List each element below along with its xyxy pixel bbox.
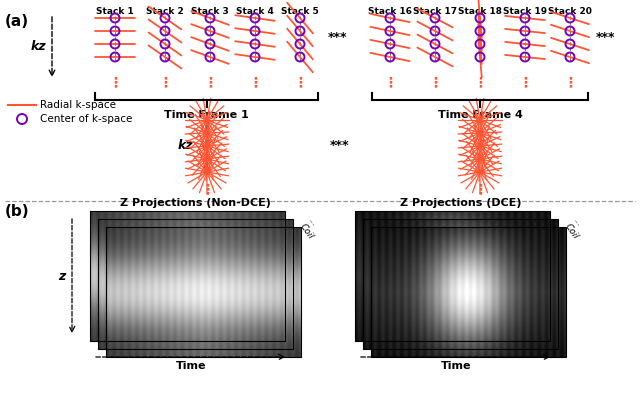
Text: ⋮: ⋮ xyxy=(293,75,307,89)
Text: Stack 3: Stack 3 xyxy=(191,7,229,16)
Text: Time: Time xyxy=(176,361,207,371)
Text: Stack 20: Stack 20 xyxy=(548,7,592,16)
Text: Radial k-space: Radial k-space xyxy=(40,100,116,110)
Text: Time: Time xyxy=(441,361,472,371)
Text: Time Frame 4: Time Frame 4 xyxy=(438,110,522,120)
Text: Stack 1: Stack 1 xyxy=(96,7,134,16)
Text: Stack 4: Stack 4 xyxy=(236,7,274,16)
Text: ⋮: ⋮ xyxy=(383,75,397,89)
Text: kz: kz xyxy=(30,41,46,53)
Text: (b): (b) xyxy=(5,204,29,219)
Text: Stack 18: Stack 18 xyxy=(458,7,502,16)
Bar xyxy=(363,219,558,349)
Text: ***: *** xyxy=(328,31,348,44)
Text: kz: kz xyxy=(177,139,193,152)
Text: Stack 5: Stack 5 xyxy=(281,7,319,16)
Bar xyxy=(371,227,566,357)
Text: ...
Coil: ... Coil xyxy=(563,216,589,241)
Text: ⋮: ⋮ xyxy=(428,75,442,89)
Text: ***: *** xyxy=(595,31,615,44)
Text: ⋮: ⋮ xyxy=(518,75,532,89)
Text: Stack 2: Stack 2 xyxy=(146,7,184,16)
Text: ⋮: ⋮ xyxy=(473,75,487,89)
Bar xyxy=(90,211,285,341)
Bar xyxy=(355,211,550,341)
Text: Center of k-space: Center of k-space xyxy=(40,114,132,124)
Text: ...
Coil: ... Coil xyxy=(298,216,323,241)
Text: ⋮: ⋮ xyxy=(203,75,217,89)
Text: Time Frame 1: Time Frame 1 xyxy=(164,110,249,120)
Text: Z Projections (Non-DCE): Z Projections (Non-DCE) xyxy=(120,198,271,208)
Text: ⋮: ⋮ xyxy=(108,75,122,89)
Text: Stack 17: Stack 17 xyxy=(413,7,457,16)
Text: ⋮: ⋮ xyxy=(473,182,487,196)
Text: Stack 19: Stack 19 xyxy=(503,7,547,16)
Text: Stack 16: Stack 16 xyxy=(368,7,412,16)
Text: Z Projections (DCE): Z Projections (DCE) xyxy=(400,198,521,208)
Text: ⋮: ⋮ xyxy=(248,75,262,89)
Text: ***: *** xyxy=(330,140,349,152)
Text: ⋮: ⋮ xyxy=(158,75,172,89)
Bar xyxy=(106,227,301,357)
Bar xyxy=(98,219,293,349)
Text: (a): (a) xyxy=(5,14,29,29)
Text: z: z xyxy=(58,269,66,282)
Text: ⋮: ⋮ xyxy=(563,75,577,89)
Text: ⋮: ⋮ xyxy=(200,182,214,196)
